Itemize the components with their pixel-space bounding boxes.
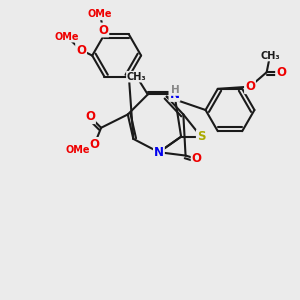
Text: O: O xyxy=(245,80,255,93)
Text: O: O xyxy=(85,110,95,123)
Text: S: S xyxy=(197,130,206,143)
Text: OMe: OMe xyxy=(88,9,112,20)
Text: O: O xyxy=(192,152,202,165)
Text: CH₃: CH₃ xyxy=(260,51,280,61)
Text: OMe: OMe xyxy=(54,32,79,42)
Text: N: N xyxy=(154,146,164,159)
Text: O: O xyxy=(98,23,108,37)
Text: H: H xyxy=(171,85,180,95)
Text: N: N xyxy=(169,88,179,101)
Text: O: O xyxy=(89,138,99,151)
Text: OMe: OMe xyxy=(65,145,90,155)
Text: O: O xyxy=(276,66,286,79)
Text: O: O xyxy=(76,44,86,56)
Text: CH₃: CH₃ xyxy=(127,72,146,82)
